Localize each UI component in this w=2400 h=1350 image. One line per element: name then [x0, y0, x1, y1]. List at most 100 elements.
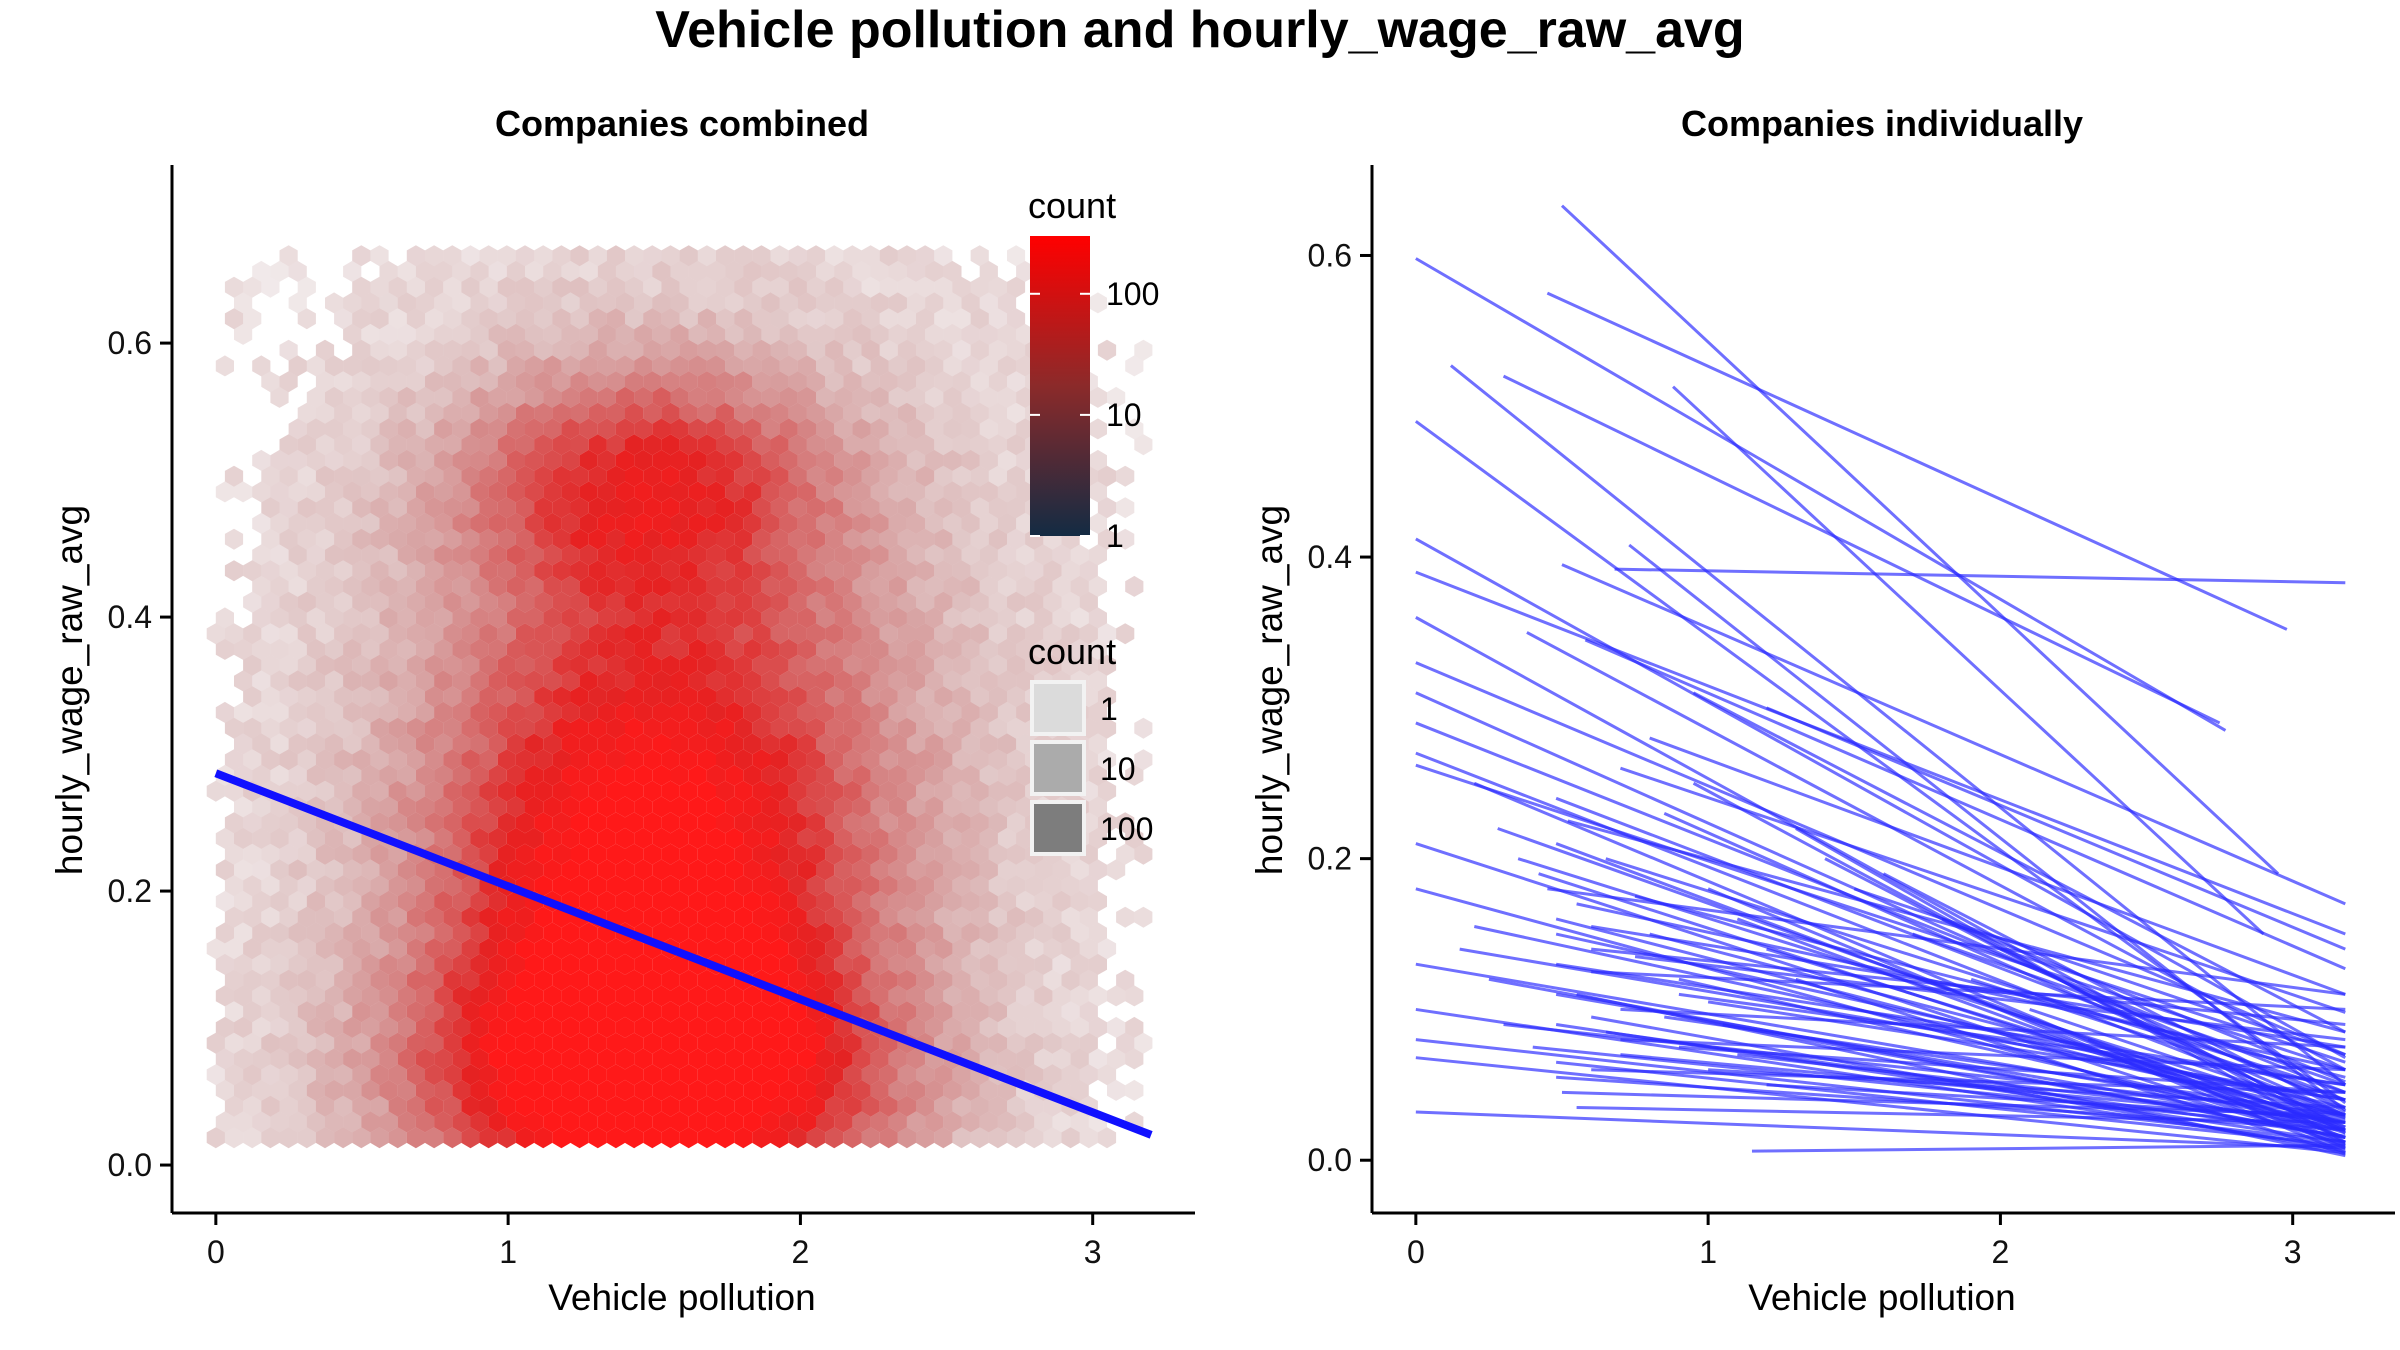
hex-bin — [625, 717, 644, 739]
hex-bin — [215, 701, 234, 723]
hex-bin — [1061, 1127, 1080, 1149]
hex-bin — [906, 890, 926, 912]
hex-bin — [415, 1016, 435, 1038]
hex-bin — [670, 922, 689, 944]
hex-bin — [1052, 922, 1071, 944]
hex-bin — [315, 938, 335, 960]
hex-bin — [861, 465, 880, 487]
hex-bin — [370, 1127, 389, 1149]
hex-bin — [870, 890, 889, 912]
hex-bin — [343, 796, 362, 818]
hex-bin — [597, 292, 616, 314]
hex-bin — [288, 922, 307, 944]
hex-bin — [243, 969, 262, 991]
hex-bin — [334, 717, 353, 739]
hex-bin — [852, 1048, 871, 1070]
hex-bin — [470, 260, 489, 282]
hex-bin — [252, 859, 271, 881]
hex-bin — [388, 1032, 407, 1054]
hex-bin — [515, 654, 535, 676]
hex-bin — [479, 812, 498, 834]
hex-bin — [434, 544, 453, 566]
hex-bin — [661, 749, 680, 771]
hex-bin — [479, 591, 498, 613]
hex-bin — [788, 938, 807, 960]
hex-bin — [988, 938, 1007, 960]
hex-bin — [1107, 386, 1126, 408]
hex-bin — [716, 1127, 735, 1149]
hex-bin — [897, 560, 916, 582]
hex-bin — [752, 875, 771, 897]
hex-bin — [652, 1079, 671, 1101]
hex-bin — [597, 481, 616, 503]
hex-bin — [770, 875, 789, 897]
hex-bin — [379, 796, 398, 818]
hex-bin — [1025, 938, 1044, 960]
hex-bin — [543, 1016, 562, 1038]
company-line — [1449, 364, 2347, 1086]
hex-bin — [797, 449, 816, 471]
hex-bin — [470, 481, 489, 503]
hex-bin — [543, 701, 562, 723]
hex-bin — [543, 544, 562, 566]
hex-bin — [679, 780, 698, 802]
hex-bin — [470, 764, 489, 786]
hex-bin — [470, 890, 489, 912]
hex-bin — [906, 481, 926, 503]
hex-bin — [452, 544, 471, 566]
hex-bin — [643, 654, 662, 676]
hex-bin — [652, 481, 671, 503]
hex-bin — [961, 355, 980, 377]
hex-bin — [334, 1064, 353, 1086]
hex-bin — [852, 386, 871, 408]
hex-bin — [606, 686, 625, 708]
hex-bin — [224, 623, 244, 645]
hex-bin — [506, 292, 525, 314]
hex-bin — [688, 890, 707, 912]
hex-bin — [543, 1048, 562, 1070]
hex-bin — [406, 749, 425, 771]
hex-bin — [797, 355, 816, 377]
hex-bin — [670, 733, 689, 755]
hex-bin — [1088, 985, 1107, 1007]
hex-bin — [443, 434, 462, 456]
hex-bin — [443, 591, 462, 613]
hex-bin — [861, 749, 880, 771]
hex-bin — [888, 323, 907, 345]
hex-bin — [561, 827, 580, 849]
hex-bin — [497, 528, 516, 550]
hex-bin — [288, 890, 307, 912]
hex-bin — [588, 245, 607, 267]
hex-bin — [452, 922, 471, 944]
hex-bin — [434, 890, 453, 912]
hex-bin — [934, 749, 953, 771]
hex-bin — [697, 434, 716, 456]
hex-bin — [870, 638, 889, 660]
hex-bin — [816, 355, 835, 377]
hex-bin — [552, 875, 571, 897]
hex-bin — [934, 245, 953, 267]
hex-bin — [1088, 638, 1107, 660]
hex-bin — [588, 434, 607, 456]
hex-bin — [1088, 827, 1107, 849]
hex-bin — [261, 938, 280, 960]
hex-bin — [388, 339, 407, 361]
hex-bin — [1088, 386, 1107, 408]
hex-bin — [961, 544, 980, 566]
hex-bin — [779, 386, 798, 408]
hex-bin — [788, 749, 807, 771]
hex-bin — [1070, 1111, 1089, 1133]
company-line — [1795, 977, 2346, 1156]
hex-bin — [788, 1032, 807, 1054]
hex-bin — [443, 780, 462, 802]
hex-bin — [415, 796, 435, 818]
hex-bin — [1061, 969, 1080, 991]
hex-bin — [934, 1095, 953, 1117]
hex-bin — [606, 276, 625, 298]
hex-bin — [697, 938, 716, 960]
hex-bin — [279, 1095, 298, 1117]
hex-bin — [479, 245, 498, 267]
hex-bin — [334, 686, 353, 708]
hex-bin — [752, 560, 771, 582]
hex-bin — [879, 402, 898, 424]
